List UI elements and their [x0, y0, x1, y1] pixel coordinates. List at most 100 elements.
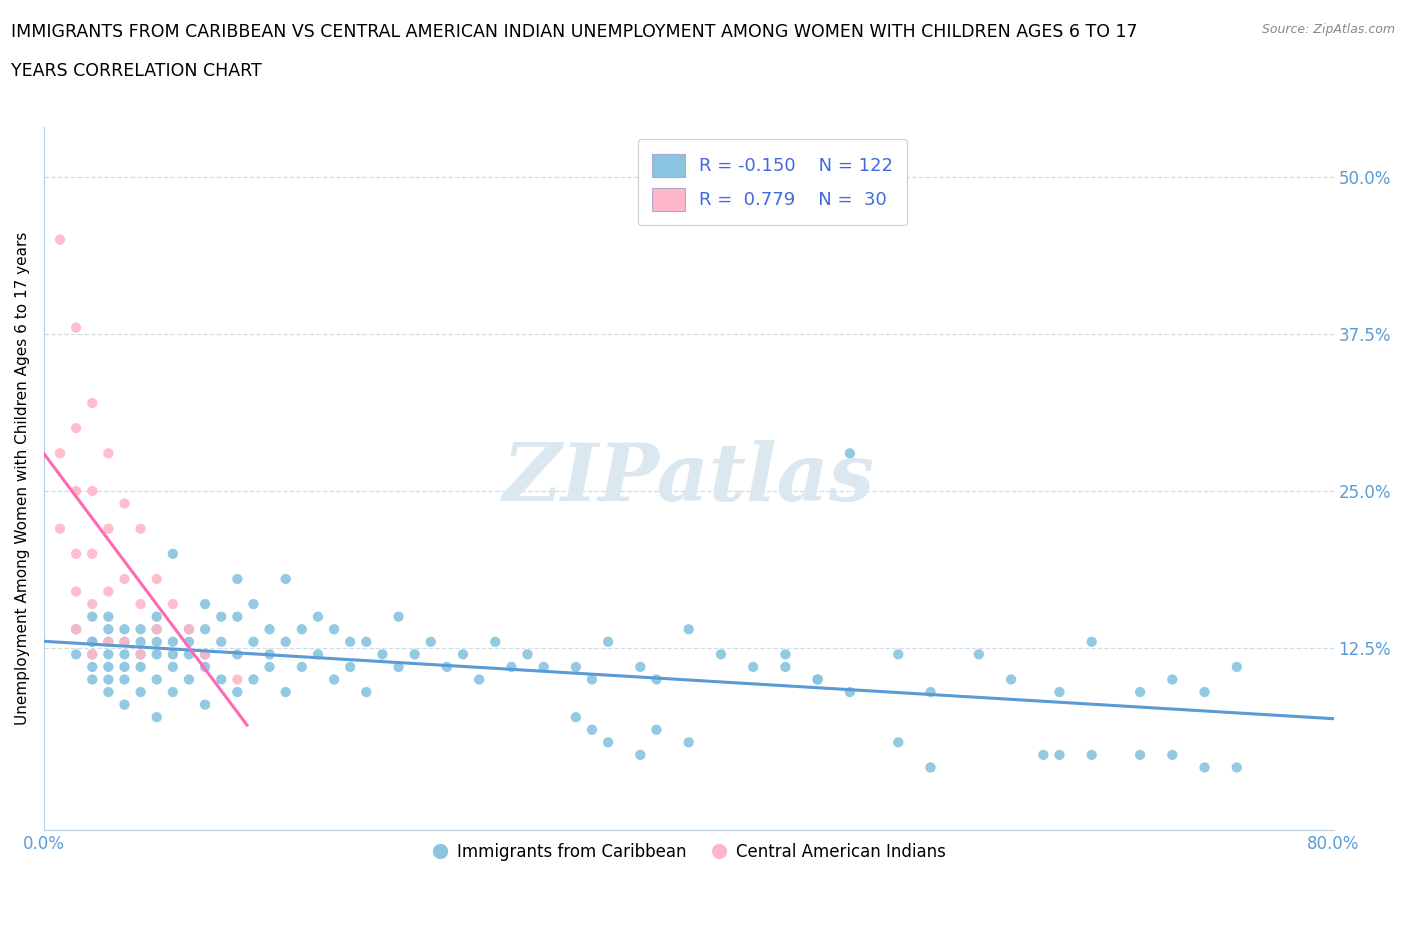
Legend: Immigrants from Caribbean, Central American Indians: Immigrants from Caribbean, Central Ameri… [425, 836, 952, 868]
Point [387, 609, 409, 624]
Point [177, 622, 200, 637]
Point [226, 684, 249, 699]
Point [65, 622, 87, 637]
Point [129, 659, 152, 674]
Point [82, 634, 104, 649]
Point [97, 684, 120, 699]
Point [242, 634, 264, 649]
Point [65, 420, 87, 435]
Point [194, 622, 217, 637]
Point [82, 647, 104, 662]
Point [114, 659, 136, 674]
Point [1194, 684, 1216, 699]
Point [356, 684, 378, 699]
Point [114, 647, 136, 662]
Point [114, 622, 136, 637]
Point [1000, 672, 1022, 687]
Point [162, 634, 184, 649]
Point [742, 659, 765, 674]
Point [194, 647, 217, 662]
Point [97, 445, 120, 460]
Point [356, 634, 378, 649]
Point [177, 647, 200, 662]
Point [129, 622, 152, 637]
Point [162, 597, 184, 612]
Point [468, 672, 491, 687]
Point [114, 634, 136, 649]
Point [65, 547, 87, 562]
Point [451, 647, 474, 662]
Point [628, 748, 651, 763]
Point [1032, 748, 1054, 763]
Point [97, 622, 120, 637]
Point [678, 735, 700, 750]
Point [307, 609, 329, 624]
Point [581, 672, 603, 687]
Point [209, 634, 232, 649]
Point [97, 634, 120, 649]
Point [887, 647, 910, 662]
Point [628, 659, 651, 674]
Text: ZIPatlas: ZIPatlas [502, 440, 875, 517]
Point [274, 572, 297, 587]
Point [645, 723, 668, 737]
Point [162, 647, 184, 662]
Point [129, 647, 152, 662]
Point [807, 672, 830, 687]
Point [49, 445, 72, 460]
Point [97, 609, 120, 624]
Point [565, 659, 588, 674]
Point [598, 735, 620, 750]
Point [242, 672, 264, 687]
Point [145, 622, 167, 637]
Point [82, 634, 104, 649]
Point [65, 647, 87, 662]
Point [162, 547, 184, 562]
Point [1049, 748, 1071, 763]
Point [82, 597, 104, 612]
Point [114, 572, 136, 587]
Point [581, 723, 603, 737]
Point [516, 647, 538, 662]
Point [565, 710, 588, 724]
Point [259, 659, 281, 674]
Point [291, 622, 314, 637]
Point [177, 634, 200, 649]
Point [97, 522, 120, 537]
Text: IMMIGRANTS FROM CARIBBEAN VS CENTRAL AMERICAN INDIAN UNEMPLOYMENT AMONG WOMEN WI: IMMIGRANTS FROM CARIBBEAN VS CENTRAL AME… [11, 23, 1137, 41]
Point [82, 484, 104, 498]
Point [194, 698, 217, 712]
Point [129, 647, 152, 662]
Point [1161, 672, 1184, 687]
Point [65, 622, 87, 637]
Point [97, 672, 120, 687]
Point [114, 496, 136, 511]
Point [145, 710, 167, 724]
Point [1080, 748, 1102, 763]
Point [1226, 760, 1249, 775]
Point [194, 647, 217, 662]
Point [339, 634, 361, 649]
Text: YEARS CORRELATION CHART: YEARS CORRELATION CHART [11, 62, 262, 80]
Point [339, 659, 361, 674]
Point [82, 609, 104, 624]
Point [920, 760, 942, 775]
Point [82, 395, 104, 410]
Point [97, 584, 120, 599]
Point [162, 659, 184, 674]
Point [501, 659, 523, 674]
Point [145, 622, 167, 637]
Point [775, 659, 797, 674]
Point [838, 445, 860, 460]
Point [274, 634, 297, 649]
Point [1049, 684, 1071, 699]
Point [1129, 684, 1152, 699]
Point [920, 684, 942, 699]
Point [145, 672, 167, 687]
Point [1226, 659, 1249, 674]
Point [177, 622, 200, 637]
Point [97, 647, 120, 662]
Point [436, 659, 458, 674]
Point [678, 622, 700, 637]
Point [1129, 748, 1152, 763]
